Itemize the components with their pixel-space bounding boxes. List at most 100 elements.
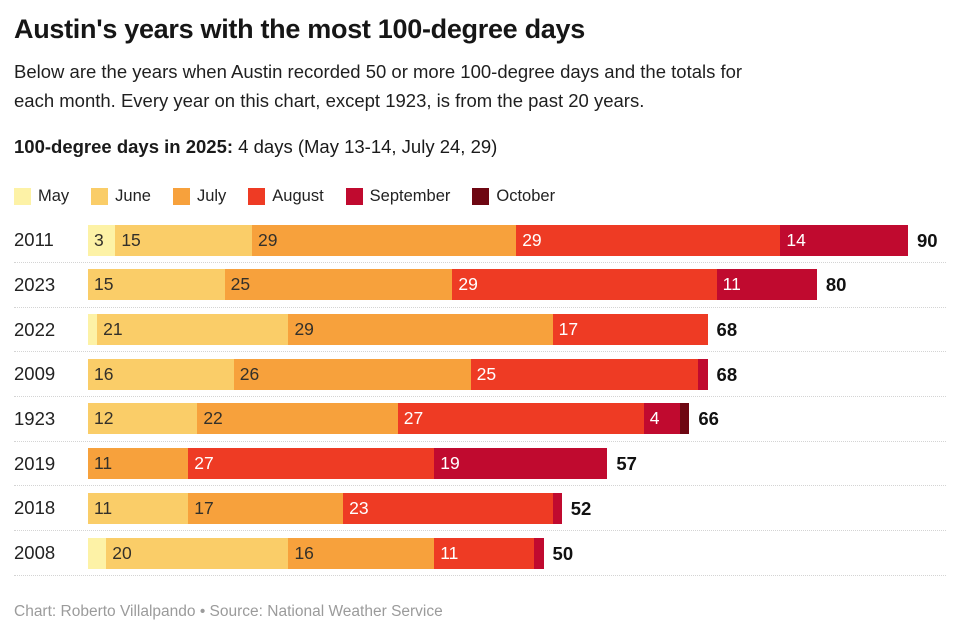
total-label-2008: 50: [552, 542, 574, 564]
bar-segment-1923-october: [680, 403, 690, 435]
bar-segment-2018-september: [552, 492, 562, 524]
total-label-2019: 57: [616, 453, 637, 475]
legend-swatch-october: [472, 188, 490, 206]
legend-swatch-june: [91, 188, 109, 206]
bar-segment-2008-august: 11: [434, 537, 535, 569]
bar-track-2008: 20 16 11 50: [88, 537, 908, 569]
bar-row-1923: 1923 12 22 27 4 66: [14, 397, 946, 442]
segment-value-label: 14: [786, 229, 806, 250]
bar-row-2022: 2022 21 29 17 68: [14, 308, 946, 353]
segment-value-label: 17: [558, 319, 579, 340]
bar-stack-2011: 3 15 29 29 14: [88, 224, 908, 256]
segment-value-label: 23: [349, 497, 369, 518]
legend-item-june: June: [91, 187, 151, 206]
year-label-2018: 2018: [14, 497, 56, 519]
bar-segment-2008-may: [88, 537, 107, 569]
bar-track-2023: 15 25 29 11 80: [88, 269, 908, 301]
bar-row-2011: 2011 3 15 29 29 14 90: [14, 218, 946, 264]
year-label-2008: 2008: [14, 542, 56, 563]
segment-value-label: 4: [649, 408, 660, 429]
legend-item-may: May: [14, 187, 69, 206]
segment-value-label: 19: [440, 453, 460, 474]
bar-segment-2008-june: 20: [106, 537, 289, 569]
bar-segment-2023-july: 25: [224, 269, 453, 301]
year-label-2009: 2009: [14, 363, 56, 385]
total-label-1923: 66: [698, 408, 719, 430]
bar-segment-2011-may: 3: [88, 224, 116, 256]
bar-segment-2022-june: 21: [97, 314, 289, 346]
bar-segment-2023-september: 11: [716, 269, 817, 301]
bar-segment-1923-june: 12: [88, 403, 198, 435]
bar-stack-1923: 12 22 27 4: [88, 403, 908, 435]
legend-swatch-july: [172, 188, 190, 206]
year-label-2019: 2019: [14, 452, 56, 474]
segment-value-label: 11: [94, 497, 113, 518]
subtitle-line-1: Below are the years when Austin recorded…: [14, 61, 743, 82]
legend-swatch-may: [14, 188, 31, 206]
legend-label-july: July: [196, 187, 227, 206]
segment-value-label: 16: [294, 542, 314, 563]
legend-swatch-august: [248, 188, 266, 206]
bar-stack-2008: 20 16 11: [88, 537, 908, 569]
segment-value-label: 11: [440, 542, 459, 563]
bar-segment-1923-august: 27: [397, 403, 644, 435]
note-2025-label: 100-degree days in 2025:: [14, 136, 234, 158]
bar-segment-1923-september: 4: [643, 403, 681, 435]
bar-segment-2009-july: 26: [233, 358, 471, 390]
segment-value-label: 15: [94, 274, 114, 295]
bar-segment-2008-july: 16: [288, 537, 435, 569]
legend-item-july: July: [172, 187, 227, 206]
bar-segment-1923-july: 22: [197, 403, 398, 435]
bar-segment-2019-august: 27: [188, 448, 435, 480]
bar-stack-2023: 15 25 29 11: [88, 269, 908, 301]
bar-row-2019: 2019 11 27 19 57: [14, 442, 946, 487]
bar-track-1923: 12 22 27 4 66: [88, 403, 908, 435]
segment-value-label: 11: [722, 274, 741, 295]
year-label-2023: 2023: [14, 273, 56, 295]
segment-value-label: 27: [194, 453, 214, 474]
chart-page: Austin's years with the most 100-degree …: [14, 14, 946, 620]
bar-segment-2022-august: 17: [552, 314, 708, 346]
segment-value-label: 25: [230, 274, 251, 295]
bar-segment-2022-july: 29: [288, 314, 553, 346]
segment-value-label: 17: [194, 497, 214, 518]
bar-track-2011: 3 15 29 29 14 90: [88, 224, 938, 256]
bar-stack-2009: 16 26 25: [88, 358, 908, 390]
bar-row-2018: 2018 11 17 23 52: [14, 486, 946, 532]
segment-value-label: 25: [476, 363, 497, 384]
segment-value-label: 11: [94, 453, 113, 474]
bar-segment-2023-august: 29: [452, 269, 717, 301]
bar-track-2009: 16 26 25 68: [88, 358, 908, 390]
page-subtitle: Below are the years when Austin recorded…: [14, 58, 946, 115]
note-2025-detail: 4 days (May 13-14, July 24, 29): [233, 136, 498, 158]
legend-label-june: June: [115, 187, 151, 206]
legend-label-october: October: [496, 187, 556, 206]
segment-value-label: 12: [94, 408, 114, 429]
segment-value-label: 29: [294, 319, 314, 340]
bar-segment-2018-august: 23: [343, 492, 553, 524]
bar-row-2023: 2023 15 25 29 11 80: [14, 263, 946, 308]
segment-value-label: 15: [121, 229, 141, 250]
legend-label-may: May: [38, 187, 70, 206]
bar-row-2008: 2008 20 16 11 50: [14, 531, 946, 576]
bar-stack-2018: 11 17 23: [88, 492, 908, 524]
bar-segment-2011-august: 29: [516, 224, 781, 256]
bar-segment-2011-july: 29: [251, 224, 517, 256]
bar-segment-2018-july: 17: [188, 492, 344, 524]
bar-segment-2008-september: [534, 537, 544, 569]
legend-label-august: August: [272, 187, 324, 206]
bar-stack-2019: 11 27 19: [88, 448, 908, 480]
bar-segment-2023-june: 15: [88, 269, 225, 301]
legend-item-october: October: [472, 187, 555, 206]
segment-value-label: 27: [403, 408, 424, 429]
bar-segment-2022-may: [88, 314, 98, 346]
segment-value-label: 3: [94, 229, 104, 250]
total-label-2009: 68: [716, 363, 738, 385]
footer-credit: Chart: Roberto Villalpando • Source: Nat…: [14, 602, 443, 620]
bar-segment-2011-june: 15: [115, 224, 252, 256]
total-label-2018: 52: [570, 497, 592, 519]
year-label-2022: 2022: [14, 318, 56, 340]
subtitle-line-2: each month. Every year on this chart, ex…: [14, 89, 645, 111]
legend-item-august: August: [248, 187, 324, 206]
total-label-2023: 80: [825, 274, 847, 296]
